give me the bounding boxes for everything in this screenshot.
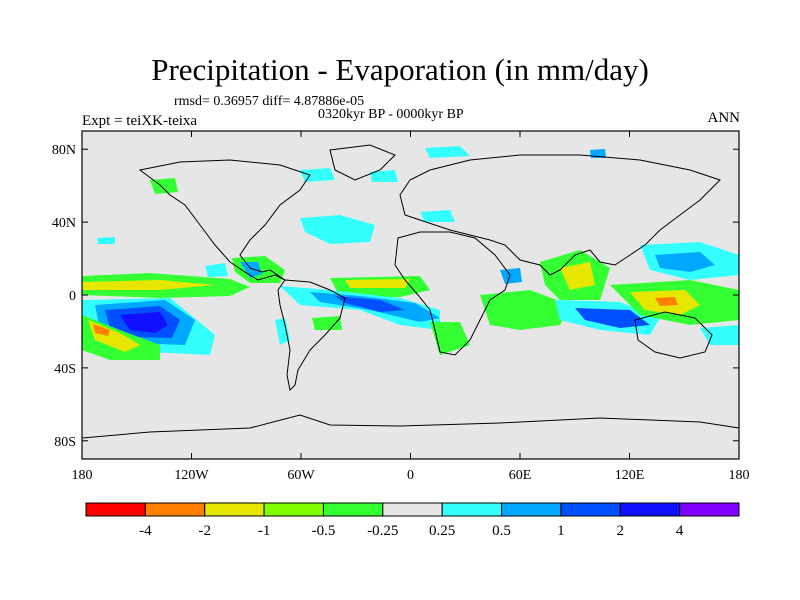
anomaly-region	[205, 263, 228, 277]
lat-tick-label: 40S	[54, 362, 76, 377]
anomaly-region	[480, 290, 570, 330]
anomaly-region	[420, 210, 455, 222]
colorbar-label: -4	[139, 523, 152, 539]
anomaly-region	[120, 312, 168, 333]
colorbar-swatch	[619, 502, 681, 517]
lat-tick-label: 0	[69, 289, 76, 304]
colorbar-label: -2	[198, 523, 211, 539]
colorbar-label: -0.25	[367, 523, 398, 539]
anomaly-region	[655, 297, 678, 306]
colorbar-label: -1	[258, 523, 271, 539]
anomaly-region	[93, 324, 110, 336]
coastline-africa	[394, 231, 511, 356]
coastline-south-america	[277, 279, 346, 392]
experiment-label: Expt = teiXK-teixa	[82, 113, 198, 129]
colorbar-label: -0.5	[312, 523, 336, 539]
anomaly-region	[430, 322, 470, 355]
anomaly-field	[82, 146, 739, 360]
anomaly-region	[500, 268, 522, 284]
coastlines	[81, 144, 740, 439]
period-subtitle: 0320kyr BP - 0000kyr BP	[318, 107, 464, 122]
anomaly-region	[560, 262, 595, 290]
stats-subtitle: rmsd= 0.36957 diff= 4.87886e-05	[174, 94, 365, 109]
anomaly-region	[97, 237, 115, 244]
anomaly-region	[150, 178, 178, 194]
anomaly-region	[575, 308, 650, 328]
coastline-australia	[634, 311, 713, 359]
lat-tick-label: 40N	[52, 216, 76, 231]
lon-tick-label: 60E	[509, 468, 532, 483]
lon-tick-label: 60W	[287, 468, 315, 483]
lon-tick-label: 120E	[615, 468, 645, 483]
colorbar-label: 2	[617, 523, 625, 539]
lon-tick-label: 180	[72, 468, 93, 483]
season-label: ANN	[707, 110, 741, 126]
colorbar-swatch	[263, 502, 324, 517]
anomaly-region	[345, 279, 410, 288]
colorbar-swatch	[204, 502, 265, 517]
colorbar-swatch	[441, 502, 503, 517]
colorbar-swatch	[560, 502, 621, 517]
lon-tick-label: 0	[407, 468, 414, 483]
anomaly-region	[300, 168, 335, 182]
colorbar-swatch	[501, 502, 562, 517]
anomaly-region	[240, 262, 262, 278]
anomaly-region	[300, 215, 375, 244]
anomaly-region	[312, 316, 342, 330]
lon-tick-label: 120W	[174, 468, 209, 483]
colorbar-label: 4	[676, 523, 684, 539]
anomaly-region	[655, 252, 715, 272]
colorbar-swatch	[322, 502, 384, 517]
axis-ticks: 180 120W 60W 0 60E 120E 180 80N 40N 0 40S 80S	[52, 131, 750, 483]
anomaly-region	[370, 170, 398, 182]
chart-title: Precipitation - Evaporation (in mm/day)	[151, 52, 649, 87]
lon-tick-label: 180	[729, 468, 750, 483]
colorbar-swatch	[85, 502, 146, 517]
colorbar-swatch	[679, 502, 740, 517]
coastline-europe-asia	[399, 154, 721, 276]
coastline-north-america	[138, 159, 311, 281]
colorbar-label: 0.5	[492, 523, 511, 539]
anomaly-region	[335, 296, 405, 312]
coastline-greenland	[329, 144, 396, 181]
colorbar: -4 -2 -1 -0.5 -0.25 0.25 0.5 1 2 4	[85, 502, 740, 539]
anomaly-region	[275, 318, 290, 345]
lat-tick-label: 80S	[54, 435, 76, 450]
anomaly-region	[425, 146, 470, 158]
colorbar-label: 1	[557, 523, 565, 539]
colorbar-swatch	[144, 502, 206, 517]
lat-tick-label: 80N	[52, 143, 76, 158]
coastline-antarctica	[81, 414, 740, 439]
colorbar-label: 0.25	[429, 523, 455, 539]
anomaly-region	[82, 280, 215, 290]
colorbar-swatch	[382, 502, 443, 517]
